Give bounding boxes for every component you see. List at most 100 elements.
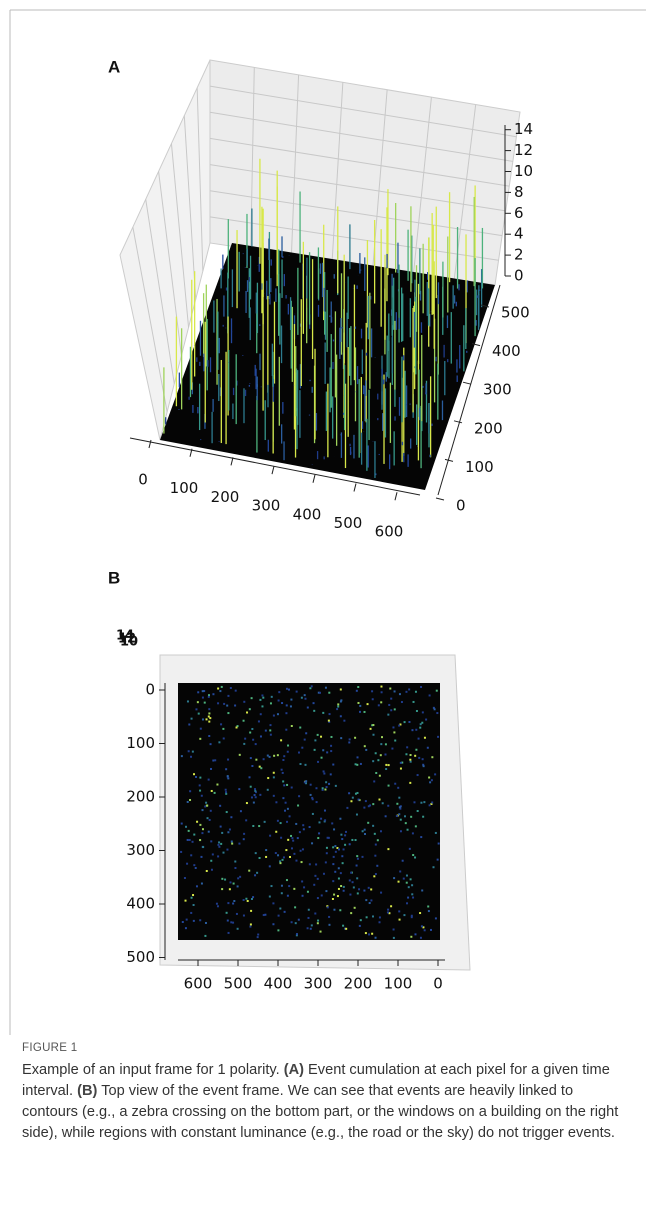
- event-dot: [285, 849, 287, 851]
- event-dot: [258, 825, 260, 827]
- x-tick-label: 300: [304, 975, 333, 993]
- event-dot: [300, 850, 302, 852]
- event-dot: [339, 909, 341, 911]
- x-tick: [149, 440, 151, 448]
- event-dot: [322, 712, 324, 714]
- event-dot: [414, 856, 416, 858]
- event-dot: [279, 860, 281, 862]
- event-dot: [278, 700, 280, 702]
- event-dot: [371, 933, 373, 935]
- event-dot: [302, 895, 304, 897]
- y-tick: [454, 421, 462, 423]
- event-dot: [290, 699, 292, 701]
- event-dot: [296, 933, 298, 935]
- event-dot: [343, 720, 345, 722]
- event-dot: [199, 777, 201, 779]
- event-dot: [265, 856, 267, 858]
- event-dot: [272, 923, 274, 925]
- event-dot: [243, 701, 245, 703]
- event-dot: [430, 929, 432, 931]
- event-dot: [363, 890, 365, 892]
- event-dot: [218, 841, 220, 843]
- event-dot: [186, 863, 188, 865]
- event-dot: [189, 790, 191, 792]
- event-dot: [349, 894, 351, 896]
- event-dot: [402, 860, 404, 862]
- event-dot: [359, 711, 361, 713]
- event-dot: [373, 780, 375, 782]
- event-dot: [393, 937, 395, 939]
- event-dot: [296, 691, 298, 693]
- event-dot: [277, 854, 279, 856]
- event-dot: [304, 698, 306, 700]
- event-dot: [374, 855, 376, 857]
- event-dot: [254, 874, 256, 876]
- event-dot: [195, 708, 197, 710]
- event-dot: [257, 934, 259, 936]
- event-dot: [301, 861, 303, 863]
- event-dot: [258, 720, 260, 722]
- event-dot: [338, 867, 340, 869]
- event-dot: [399, 806, 401, 808]
- event-dot: [378, 799, 380, 801]
- event-dot: [424, 737, 426, 739]
- event-dot: [362, 830, 364, 832]
- event-dot: [284, 810, 286, 812]
- event-dot: [192, 751, 194, 753]
- event-dot: [316, 801, 318, 803]
- event-dot: [294, 906, 296, 908]
- event-dot: [377, 839, 379, 841]
- event-dot: [365, 800, 367, 802]
- event-dot: [321, 757, 323, 759]
- event-dot: [365, 899, 367, 901]
- x-tick: [395, 492, 397, 500]
- event-dot: [282, 759, 284, 761]
- event-dot: [220, 826, 222, 828]
- event-dot: [282, 859, 284, 861]
- caption-part: Top view of the event frame. We can see …: [22, 1083, 618, 1141]
- event-dot: [287, 839, 289, 841]
- event-dot: [372, 825, 374, 827]
- event-dot: [421, 925, 423, 927]
- event-dot: [250, 757, 252, 759]
- event-dot: [313, 884, 315, 886]
- event-dot: [252, 896, 254, 898]
- event-dot: [220, 843, 222, 845]
- event-dot: [291, 837, 293, 839]
- event-dot: [250, 910, 252, 912]
- event-dot: [343, 886, 345, 888]
- event-dot: [340, 715, 342, 717]
- event-dot: [190, 756, 192, 758]
- event-dot: [349, 879, 351, 881]
- event-dot: [275, 852, 277, 854]
- event-dot: [193, 904, 195, 906]
- event-dot: [332, 764, 334, 766]
- event-dot: [199, 738, 201, 740]
- event-dot: [419, 727, 421, 729]
- event-dot: [341, 855, 343, 857]
- event-dot: [189, 839, 191, 841]
- event-dot: [410, 878, 412, 880]
- event-dot: [340, 834, 342, 836]
- event-dot: [214, 759, 216, 761]
- event-dot: [330, 750, 332, 752]
- event-dot: [307, 891, 309, 893]
- event-dot: [182, 921, 184, 923]
- event-dot: [227, 712, 229, 714]
- event-dot: [230, 816, 232, 818]
- z-tick-label: 10: [514, 162, 533, 180]
- event-dot: [201, 883, 203, 885]
- event-dot: [281, 769, 283, 771]
- event-dot: [364, 829, 366, 831]
- event-dot: [410, 761, 412, 763]
- event-dot: [304, 739, 306, 741]
- x-tick-label: 100: [384, 975, 413, 993]
- event-dot: [252, 739, 254, 741]
- event-dot: [350, 872, 352, 874]
- event-dot: [433, 866, 435, 868]
- event-dot: [269, 756, 271, 758]
- event-dot: [207, 817, 209, 819]
- event-dot: [317, 920, 319, 922]
- event-dot: [344, 834, 346, 836]
- event-dot: [208, 696, 210, 698]
